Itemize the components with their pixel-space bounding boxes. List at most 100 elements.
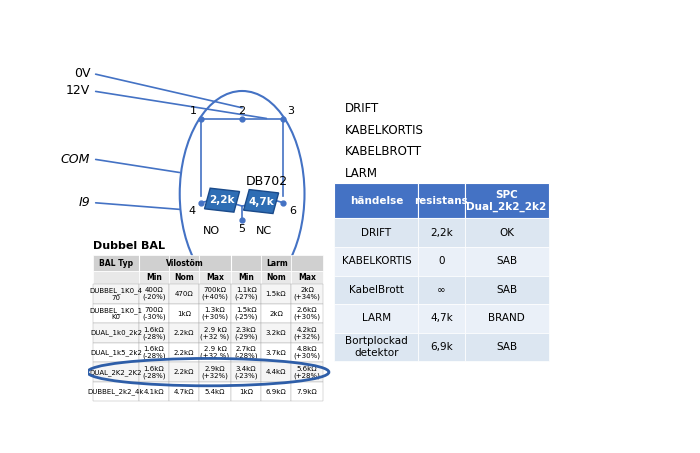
FancyBboxPatch shape [261,382,291,401]
Text: Vilostöm: Vilostöm [167,259,204,268]
FancyBboxPatch shape [291,323,323,343]
Text: Nom: Nom [266,273,286,282]
FancyBboxPatch shape [261,323,291,343]
Text: 2,2k: 2,2k [430,227,453,238]
Text: 2,2k: 2,2k [209,195,234,205]
Text: 2.6kΩ
(+30%): 2.6kΩ (+30%) [294,307,321,320]
Text: OK: OK [499,227,514,238]
Text: DUAL_2K2_2K2: DUAL_2K2_2K2 [90,369,142,376]
FancyBboxPatch shape [231,255,261,271]
FancyBboxPatch shape [465,304,549,333]
FancyBboxPatch shape [419,333,465,361]
Text: 4.1kΩ: 4.1kΩ [144,389,164,395]
Text: 3.7kΩ: 3.7kΩ [265,350,286,356]
Text: 2.2kΩ: 2.2kΩ [174,369,194,375]
Text: 2kΩ
(+34%): 2kΩ (+34%) [294,288,321,300]
Text: 2.9 kΩ
(+32 %): 2.9 kΩ (+32 %) [200,327,230,340]
FancyBboxPatch shape [335,218,419,247]
Text: 2.9kΩ
(+32%): 2.9kΩ (+32%) [202,366,228,379]
Text: 1: 1 [190,106,197,116]
FancyBboxPatch shape [291,362,323,382]
Text: DUBBEL_1K0_1
K0: DUBBEL_1K0_1 K0 [90,307,143,320]
FancyBboxPatch shape [231,323,261,343]
FancyBboxPatch shape [139,271,169,284]
FancyBboxPatch shape [419,183,465,218]
Text: 400Ω
(-20%): 400Ω (-20%) [142,288,166,300]
Text: Max: Max [298,273,316,282]
Text: DUAL_1k5_2k2: DUAL_1k5_2k2 [90,349,142,356]
Text: Max: Max [206,273,224,282]
FancyBboxPatch shape [199,343,231,362]
FancyBboxPatch shape [199,323,231,343]
Text: 2.2kΩ: 2.2kΩ [174,330,194,336]
Text: DUBBEL_2k2_4k: DUBBEL_2k2_4k [88,388,144,395]
Text: 6,9k: 6,9k [430,342,453,352]
FancyBboxPatch shape [291,382,323,401]
FancyBboxPatch shape [335,183,419,218]
FancyBboxPatch shape [291,343,323,362]
FancyBboxPatch shape [291,271,323,284]
Text: SAB: SAB [496,285,517,295]
Text: 6: 6 [289,206,296,217]
Text: 4,7k: 4,7k [248,197,274,207]
FancyBboxPatch shape [93,271,139,284]
FancyBboxPatch shape [231,362,261,382]
FancyBboxPatch shape [139,362,169,382]
Text: KABELKORTIS: KABELKORTIS [345,124,424,136]
FancyBboxPatch shape [93,255,139,271]
FancyBboxPatch shape [335,247,419,275]
FancyBboxPatch shape [169,271,199,284]
Text: 4,7k: 4,7k [430,313,453,323]
FancyBboxPatch shape [93,304,139,323]
Text: 12V: 12V [66,85,90,97]
FancyBboxPatch shape [93,323,139,343]
FancyBboxPatch shape [231,304,261,323]
FancyBboxPatch shape [199,255,231,271]
FancyBboxPatch shape [291,284,323,304]
FancyBboxPatch shape [139,255,169,271]
Text: KabelBrott: KabelBrott [349,285,404,295]
Text: 1.3kΩ
(+30%): 1.3kΩ (+30%) [202,307,228,320]
Text: BRAND: BRAND [488,313,525,323]
FancyBboxPatch shape [231,271,261,284]
Text: 1.5kΩ: 1.5kΩ [266,291,286,297]
Text: BORTPLOCKAD DETEKTOR: BORTPLOCKAD DETEKTOR [345,188,498,202]
FancyBboxPatch shape [419,275,465,304]
Text: Bortplockad
detektor: Bortplockad detektor [345,336,408,358]
Text: 2kΩ: 2kΩ [269,310,283,317]
Text: 4.7kΩ: 4.7kΩ [174,389,194,395]
FancyBboxPatch shape [139,382,169,401]
FancyBboxPatch shape [199,304,231,323]
FancyBboxPatch shape [199,271,231,284]
FancyBboxPatch shape [139,284,169,304]
Text: DRIFT: DRIFT [345,102,379,115]
FancyBboxPatch shape [139,304,169,323]
FancyBboxPatch shape [261,255,291,271]
FancyBboxPatch shape [93,284,139,304]
FancyBboxPatch shape [291,255,323,271]
Text: Larm: Larm [267,259,288,268]
Text: DB702: DB702 [246,175,288,188]
Text: Min: Min [238,273,254,282]
Text: 5: 5 [239,224,246,234]
FancyBboxPatch shape [261,304,291,323]
FancyBboxPatch shape [335,333,419,361]
FancyBboxPatch shape [169,382,199,401]
Text: COM: COM [61,153,90,165]
Text: Min: Min [146,273,162,282]
Polygon shape [204,188,239,212]
FancyBboxPatch shape [199,284,231,304]
Text: LARM: LARM [345,167,378,180]
FancyBboxPatch shape [139,323,169,343]
Text: DRIFT: DRIFT [361,227,391,238]
FancyBboxPatch shape [261,362,291,382]
Text: 2.9 kΩ
(+32 %): 2.9 kΩ (+32 %) [200,346,230,359]
Text: 1kΩ: 1kΩ [239,389,253,395]
FancyBboxPatch shape [169,323,199,343]
Text: 2.3kΩ
(-29%): 2.3kΩ (-29%) [234,327,258,340]
FancyBboxPatch shape [465,183,549,218]
FancyBboxPatch shape [231,284,261,304]
FancyBboxPatch shape [93,382,139,401]
FancyBboxPatch shape [335,304,419,333]
Text: 0V: 0V [74,67,90,80]
